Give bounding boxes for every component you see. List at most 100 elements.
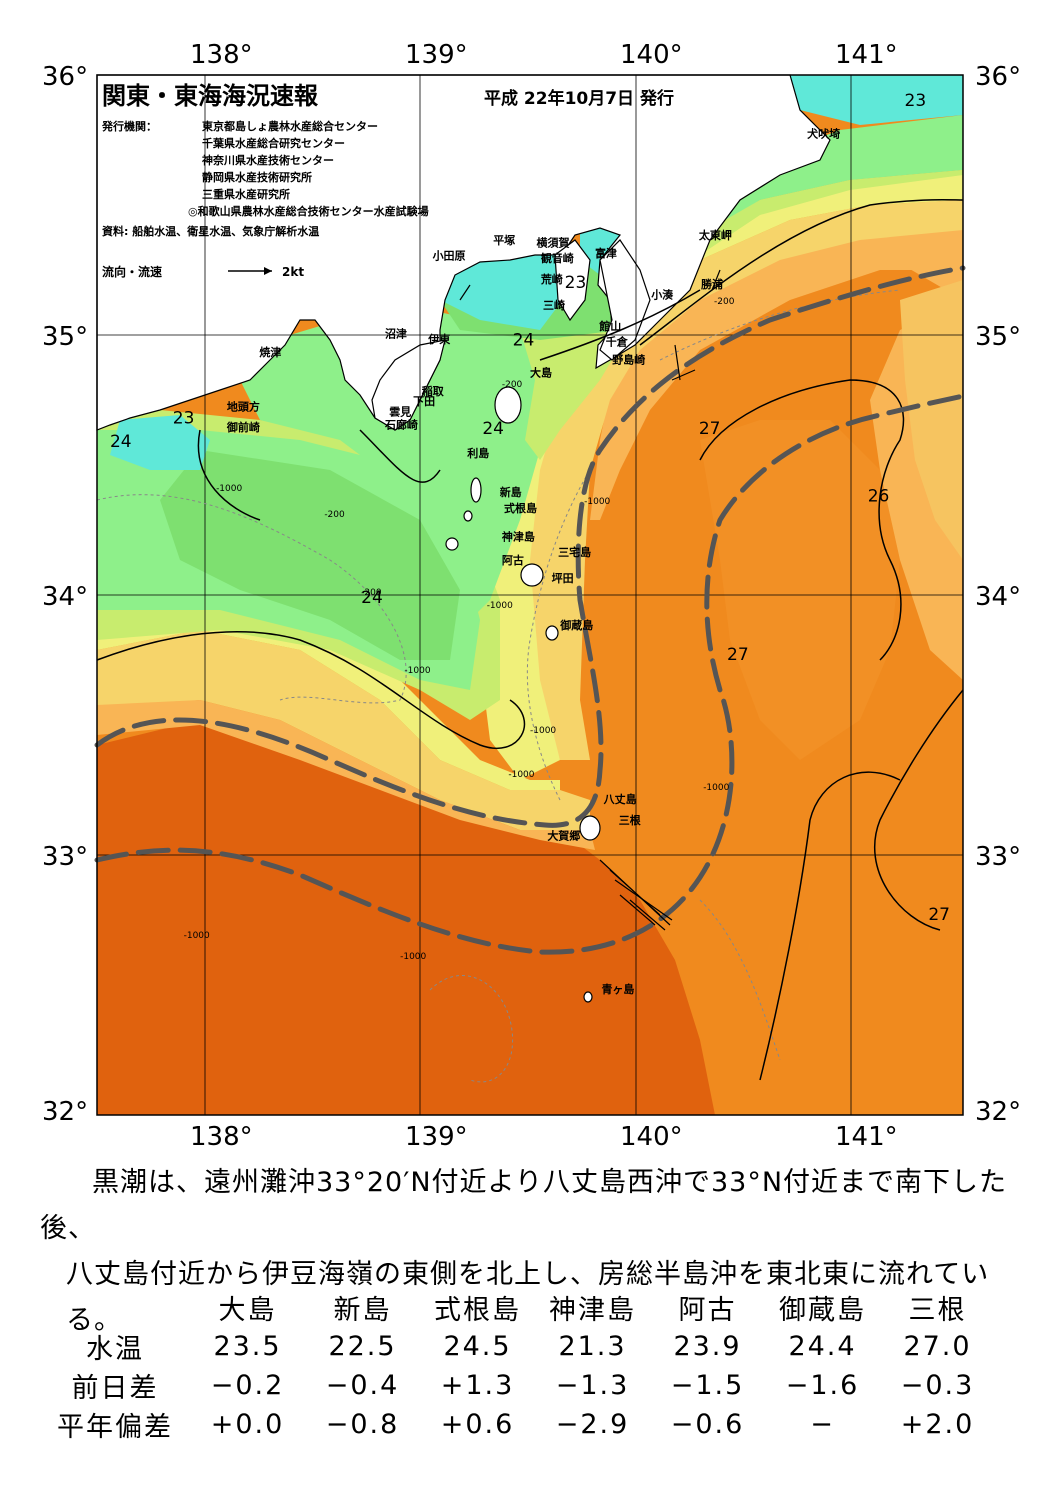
place-name: 勝浦 xyxy=(701,277,723,291)
depth-label: -1000 xyxy=(184,931,210,941)
table-cell: −0.2 xyxy=(210,1370,285,1401)
table-cell: 24.5 xyxy=(443,1331,512,1362)
place-name: 石廊崎 xyxy=(384,418,418,432)
row-label: 水温 xyxy=(86,1334,144,1365)
current-vectors xyxy=(459,269,721,931)
place-name: 地頭方 xyxy=(227,399,260,413)
lon-label: 141° xyxy=(835,40,898,70)
sst-map: 138° 139° 140° 141° 138° 139° 140° 141° … xyxy=(42,40,1021,1152)
table-cell: 27.0 xyxy=(903,1331,972,1362)
table-cell: − xyxy=(810,1409,835,1440)
isotherm-label: 23 xyxy=(173,408,195,428)
station-header: 神津島 xyxy=(549,1295,636,1326)
current-legend-label: 流向・流速 xyxy=(102,264,162,279)
issuers-heading: 発行機関： xyxy=(101,119,157,133)
station-header: 新島 xyxy=(333,1295,392,1326)
table-row: 水温 23.5 22.5 24.5 21.3 23.9 24.4 27.0 xyxy=(40,1327,995,1366)
table-cell: 21.3 xyxy=(558,1331,627,1362)
place-name: 八丈島 xyxy=(603,792,637,806)
isotherm-label: 27 xyxy=(699,419,721,439)
isotherm-label: 26 xyxy=(868,486,890,506)
place-name: 館山 xyxy=(598,319,621,333)
station-header: 式根島 xyxy=(434,1295,521,1326)
lat-label: 36° xyxy=(42,62,88,92)
table-cell: −0.8 xyxy=(325,1409,400,1440)
table-cell: −2.9 xyxy=(555,1409,630,1440)
table-cell: 24.4 xyxy=(788,1331,857,1362)
isotherm-label: 24 xyxy=(110,432,132,452)
table-cell: −1.3 xyxy=(555,1370,630,1401)
summary-line: 黒潮は、遠州灘沖33°20′N付近より八丈島西沖で33°N付近まで南下した後、 xyxy=(40,1167,1008,1244)
table-header-row: 大島 新島 式根島 神津島 阿古 御蔵島 三根 xyxy=(40,1288,995,1327)
isotherm-label: 24 xyxy=(513,330,535,350)
table-cell: −0.3 xyxy=(900,1370,975,1401)
lat-label: 35° xyxy=(975,322,1021,352)
place-name: 利島 xyxy=(467,446,489,460)
depth-label: -1000 xyxy=(400,952,426,962)
isotherm-label: 27 xyxy=(928,905,950,925)
place-name: 野島崎 xyxy=(612,353,645,367)
lon-label: 139° xyxy=(405,1122,468,1152)
table-cell: +2.0 xyxy=(900,1409,975,1440)
depth-label: -1000 xyxy=(584,497,610,507)
place-name: 大島 xyxy=(530,366,552,380)
place-name: 青ヶ島 xyxy=(601,982,634,996)
issuer: 千葉県水産総合研究センター xyxy=(202,136,345,150)
depth-label: -1000 xyxy=(487,601,513,611)
place-name: 御前崎 xyxy=(226,420,260,434)
kuroshio-axis xyxy=(94,265,966,955)
arrowhead-icon xyxy=(264,267,272,275)
lat-labels-left: 36° 35° 34° 33° 32° xyxy=(42,62,88,1127)
table-cell: +0.0 xyxy=(210,1409,285,1440)
lat-label: 33° xyxy=(975,842,1021,872)
issuer: 静岡県水産技術研究所 xyxy=(202,170,312,184)
place-name: 神津島 xyxy=(502,529,535,543)
depth-label: -1000 xyxy=(530,726,556,736)
data-sources: 資料: 船舶水温、衛星水温、気象庁解析水温 xyxy=(102,224,319,238)
table-cell: +1.3 xyxy=(440,1370,515,1401)
table-cell: −1.6 xyxy=(785,1370,860,1401)
lat-label: 34° xyxy=(42,582,88,612)
lat-label: 32° xyxy=(975,1097,1021,1127)
table-cell: −0.4 xyxy=(325,1370,400,1401)
map-frame xyxy=(96,74,964,1116)
place-name: 三宅島 xyxy=(558,545,591,559)
table-cell: 23.9 xyxy=(673,1331,742,1362)
place-name: 富津 xyxy=(595,246,617,260)
current-legend-scale: 2kt xyxy=(282,265,304,279)
place-name: 大賀郷 xyxy=(547,828,580,842)
table-cell: −1.5 xyxy=(670,1370,745,1401)
summary: 黒潮は、遠州灘沖33°20′N付近より八丈島西沖で33°N付近まで南下した後、 … xyxy=(40,1160,1040,1344)
place-name: 三崎 xyxy=(543,298,565,312)
depth-label: -1000 xyxy=(404,666,430,676)
row-label: 平年偏差 xyxy=(57,1412,173,1443)
lat-label: 35° xyxy=(42,322,88,352)
table-cell: −0.6 xyxy=(670,1409,745,1440)
station-header: 御蔵島 xyxy=(779,1295,866,1326)
issuer: ◎和歌山県農林水産総合技術センター水産試験場 xyxy=(188,204,429,218)
row-label: 前日差 xyxy=(71,1373,159,1404)
place-name: 伊東 xyxy=(427,332,451,346)
place-name: 下田 xyxy=(413,395,435,408)
table-row: 前日差 −0.2 −0.4 +1.3 −1.3 −1.5 −1.6 −0.3 xyxy=(40,1366,995,1405)
table-cell: +0.6 xyxy=(440,1409,515,1440)
station-header: 大島 xyxy=(218,1295,277,1326)
lon-labels-bottom: 138° 139° 140° 141° xyxy=(190,1122,898,1152)
lat-labels-right: 36° 35° 34° 33° 32° xyxy=(975,62,1021,1127)
lon-label: 140° xyxy=(620,1122,683,1152)
place-name: 観音崎 xyxy=(541,251,574,265)
lon-label: 138° xyxy=(190,40,253,70)
issuer: 東京都島しょ農林水産総合センター xyxy=(202,119,378,133)
table-cell: 22.5 xyxy=(328,1331,397,1362)
place-name: 平塚 xyxy=(493,233,515,247)
lat-label: 33° xyxy=(42,842,88,872)
lat-label: 34° xyxy=(975,582,1021,612)
place-name: 小田原 xyxy=(432,249,466,263)
place-name: 稲取 xyxy=(422,384,444,398)
depth-label: -200 xyxy=(502,380,523,390)
issuer: 三重県水産研究所 xyxy=(202,187,290,201)
place-name: 雲見 xyxy=(389,406,411,419)
isotherm-label: 24 xyxy=(361,588,383,608)
depth-label: -1000 xyxy=(508,770,534,780)
